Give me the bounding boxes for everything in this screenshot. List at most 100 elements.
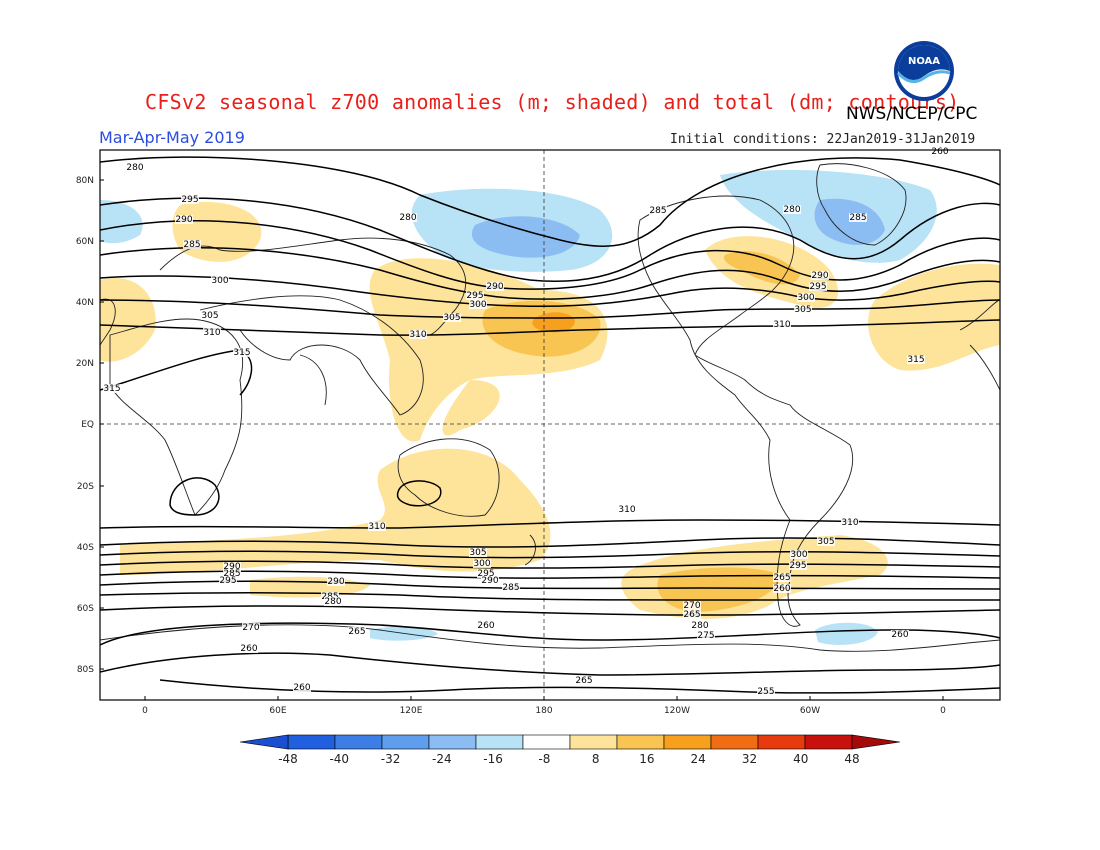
colorbar-high-arrow xyxy=(851,734,901,750)
contour-label: 260 xyxy=(293,683,310,693)
contour-label: 290 xyxy=(327,577,344,587)
contour-label-bg xyxy=(691,621,709,630)
colorbar-label: -16 xyxy=(483,752,503,766)
positive-anomaly-europe-west xyxy=(100,278,156,362)
lat-label: 80S xyxy=(77,665,94,675)
colorbar-segment xyxy=(710,734,759,750)
contour-label: 285 xyxy=(223,569,240,579)
coast-india xyxy=(299,354,327,406)
agency-label: NWS/NCEP/CPC xyxy=(846,104,978,124)
contour-label: 295 xyxy=(477,569,494,579)
contour-label: 285 xyxy=(649,206,666,216)
noaa-logo-text: NOAA xyxy=(908,56,940,67)
contour-label-bg xyxy=(849,213,867,222)
contour-label-bg xyxy=(293,683,311,692)
lat-label: 20N xyxy=(76,359,94,369)
contour-label: 305 xyxy=(794,305,811,315)
lon-label: 120E xyxy=(400,706,423,716)
contour-label: 305 xyxy=(201,311,218,321)
contour-label-bg xyxy=(931,147,949,156)
contour-label-bg xyxy=(233,348,251,357)
contour-label-bg xyxy=(797,293,815,302)
contour-label-bg xyxy=(757,687,775,696)
contour-label-bg xyxy=(683,610,701,619)
contour-label: 315 xyxy=(233,348,250,358)
contour-label: 310 xyxy=(841,518,858,528)
contour-label: 305 xyxy=(817,537,834,547)
colorbar: -48 -40 -32 -24 -16 -8 8 16 24 32 40 48 xyxy=(239,734,901,766)
negative-anomaly-atlantic-north xyxy=(100,200,143,244)
contour-label: 265 xyxy=(348,627,365,637)
lon-label: 180 xyxy=(535,706,552,716)
lon-label: 0 xyxy=(940,706,946,716)
contour-label-bg xyxy=(443,313,461,322)
lon-label: 60W xyxy=(800,706,820,716)
contour-label: 295 xyxy=(181,195,198,205)
lat-label: 40S xyxy=(77,543,94,553)
contour-label: 280 xyxy=(783,205,800,215)
contour-label: 305 xyxy=(443,313,460,323)
contour-label: 290 xyxy=(175,215,192,225)
contour-label: 260 xyxy=(477,621,494,631)
contour-label: 280 xyxy=(324,597,341,607)
coast-greenland xyxy=(816,163,907,246)
contour-label: 315 xyxy=(907,355,924,365)
contour-label-bg xyxy=(469,548,487,557)
coast-eurasia-north xyxy=(159,237,467,336)
contour-label: 290 xyxy=(481,576,498,586)
colorbar-low-arrow xyxy=(239,734,289,750)
contour-label-bg xyxy=(907,355,925,364)
contour-label: 285 xyxy=(502,583,519,593)
contour-label-bg xyxy=(783,205,801,214)
contour-label: 295 xyxy=(466,291,483,301)
contour-label: 290 xyxy=(223,562,240,572)
contour-label-bg xyxy=(486,282,504,291)
colorbar-segment xyxy=(287,734,336,750)
contour-label-bg xyxy=(773,320,791,329)
contour-label-bg xyxy=(809,282,827,291)
contour-label-bg xyxy=(327,577,345,586)
contour-label-bg xyxy=(683,601,701,610)
contour-label: 260 xyxy=(240,644,257,654)
contour-label-bg xyxy=(242,623,260,632)
contour-label-bg xyxy=(324,597,342,606)
contour-label-bg xyxy=(126,163,144,172)
contour-label-bg xyxy=(773,573,791,582)
contour-label: 310 xyxy=(773,320,790,330)
colorbar-label: -40 xyxy=(329,752,349,766)
map-title: CFSv2 seasonal z700 anomalies (m; shaded… xyxy=(145,90,960,114)
contour-label-bg xyxy=(789,561,807,570)
contour-label-bg xyxy=(223,562,241,571)
contour-label-bg xyxy=(183,240,201,249)
colorbar-label: 8 xyxy=(592,752,600,766)
contour-label-bg xyxy=(321,592,339,601)
colorbar-label: -8 xyxy=(538,752,550,766)
forecast-period: Mar-Apr-May 2019 xyxy=(99,128,245,147)
contour-label: 310 xyxy=(618,505,635,515)
contour-label-bg xyxy=(473,559,491,568)
coast-africa xyxy=(109,318,244,516)
contour-label-bg xyxy=(203,328,221,337)
colorbar-segment xyxy=(381,734,430,750)
contour-label-bg xyxy=(891,630,909,639)
negative-anomaly-antarctic xyxy=(815,622,878,645)
contour-label: 265 xyxy=(773,573,790,583)
lon-label: 60E xyxy=(269,706,286,716)
contour-label: 295 xyxy=(219,576,236,586)
contour-label: 315 xyxy=(103,384,120,394)
colorbar-label: -32 xyxy=(381,752,401,766)
colorbar-label: -48 xyxy=(278,752,298,766)
contour-label: 280 xyxy=(126,163,143,173)
contour-label-bg xyxy=(409,330,427,339)
contour-label: 255 xyxy=(757,687,774,697)
contour-label: 300 xyxy=(790,550,807,560)
contour-label: 285 xyxy=(183,240,200,250)
contour-label-bg xyxy=(399,213,417,222)
contour-label-bg xyxy=(477,621,495,630)
contour-label: 270 xyxy=(683,601,700,611)
contour-label-bg xyxy=(649,206,667,215)
initial-conditions: Initial conditions: 22Jan2019-31Jan2019 xyxy=(670,132,976,147)
contour-label-bg xyxy=(477,569,495,578)
contour-label-bg xyxy=(811,271,829,280)
